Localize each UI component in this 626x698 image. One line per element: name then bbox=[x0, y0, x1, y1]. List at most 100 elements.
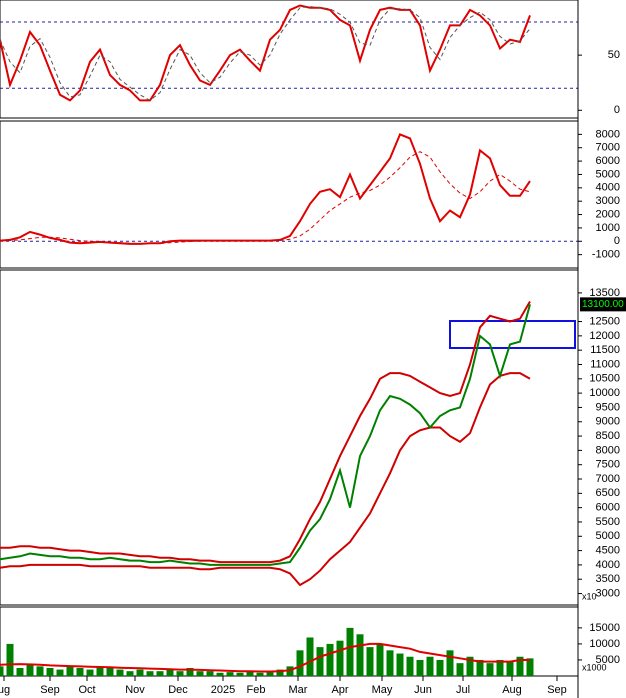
volume-bar bbox=[66, 666, 74, 676]
y-tick-label: 5000 bbox=[596, 168, 620, 180]
y-tick-label: 10000 bbox=[589, 638, 620, 650]
y-tick-label: 11500 bbox=[590, 344, 620, 356]
volume-bar bbox=[146, 671, 154, 676]
volume-bar bbox=[386, 650, 394, 676]
volume-bar bbox=[216, 672, 224, 676]
x-tick-label: 2025 bbox=[211, 684, 235, 696]
volume-bar bbox=[326, 643, 334, 676]
volume-bar bbox=[196, 671, 204, 676]
x-tick-label: ug bbox=[0, 684, 10, 696]
y-tick-label: 8000 bbox=[596, 128, 620, 140]
volume-bar bbox=[176, 671, 184, 676]
x-tick-label: Oct bbox=[78, 684, 95, 696]
series-line bbox=[0, 642, 530, 673]
volume-bar bbox=[376, 643, 384, 676]
volume-bar bbox=[416, 659, 424, 676]
y-tick-label: 2000 bbox=[596, 208, 620, 220]
y-tick-label: 6000 bbox=[596, 155, 620, 167]
series-line bbox=[0, 4, 531, 102]
volume-bar bbox=[136, 669, 144, 676]
y-tick-label: 6000 bbox=[596, 502, 620, 514]
y-tick-label: 8500 bbox=[596, 430, 620, 442]
volume-bar bbox=[366, 647, 374, 676]
volume-bar bbox=[16, 667, 24, 676]
series-line bbox=[0, 6, 531, 101]
y-tick-label: 8000 bbox=[596, 444, 620, 456]
unit-label: x10 bbox=[582, 591, 597, 601]
y-tick-label: 3500 bbox=[596, 573, 620, 585]
volume-bar bbox=[226, 672, 234, 676]
y-tick-label: 4500 bbox=[596, 545, 620, 557]
panel-frame bbox=[0, 120, 579, 269]
volume-bar bbox=[236, 672, 244, 676]
volume-bar bbox=[166, 669, 174, 676]
y-tick-label: 10000 bbox=[589, 387, 620, 399]
series-line bbox=[0, 151, 531, 244]
x-tick-label: Jul bbox=[456, 684, 470, 696]
volume-bar bbox=[96, 666, 104, 676]
volume-bar bbox=[56, 669, 64, 676]
y-tick-label: 5000 bbox=[596, 530, 620, 542]
panel-frame bbox=[0, 0, 579, 119]
last-price-label: 13100.00 bbox=[582, 299, 624, 310]
volume-bar bbox=[356, 634, 364, 676]
y-tick-label: 50 bbox=[608, 49, 620, 61]
y-tick-label: 10500 bbox=[589, 373, 620, 385]
y-tick-label: 12500 bbox=[589, 315, 620, 327]
volume-bar bbox=[506, 661, 514, 676]
volume-bar bbox=[86, 669, 94, 676]
volume-bar bbox=[156, 671, 164, 676]
y-tick-label: 11000 bbox=[590, 358, 620, 370]
volume-bar bbox=[446, 650, 454, 676]
volume-bar bbox=[346, 627, 354, 676]
y-tick-label: 0 bbox=[614, 104, 620, 116]
volume-bar bbox=[406, 656, 414, 676]
volume-bar bbox=[456, 663, 464, 676]
y-tick-label: -1000 bbox=[592, 249, 620, 261]
volume-bar bbox=[206, 671, 214, 676]
volume-bar bbox=[476, 659, 484, 676]
x-tick-label: Dec bbox=[168, 684, 188, 696]
y-tick-label: 4000 bbox=[596, 559, 620, 571]
x-tick-label: Nov bbox=[125, 684, 145, 696]
volume-bar bbox=[496, 659, 504, 676]
volume-bar bbox=[516, 656, 524, 676]
volume-bar bbox=[436, 659, 444, 676]
x-tick-label: May bbox=[372, 684, 393, 696]
volume-bar bbox=[526, 658, 534, 676]
y-tick-label: 5000 bbox=[596, 654, 620, 666]
volume-bar bbox=[76, 667, 84, 676]
series-line bbox=[0, 372, 531, 587]
volume-bar bbox=[256, 672, 264, 676]
y-tick-label: 7500 bbox=[596, 459, 620, 471]
volume-bar bbox=[36, 666, 44, 676]
series-line bbox=[0, 133, 531, 245]
volume-bar bbox=[0, 666, 4, 676]
volume-bar bbox=[396, 653, 404, 676]
x-tick-label: Sep bbox=[547, 684, 567, 696]
y-tick-label: 7000 bbox=[596, 473, 620, 485]
y-tick-label: 13500 bbox=[589, 287, 620, 299]
y-tick-label: 12000 bbox=[589, 330, 620, 342]
unit-label: x1000 bbox=[582, 662, 607, 672]
y-tick-label: 7000 bbox=[596, 142, 620, 154]
y-tick-label: 6500 bbox=[596, 487, 620, 499]
volume-bar bbox=[336, 640, 344, 676]
volume-bar bbox=[296, 650, 304, 676]
x-tick-label: Apr bbox=[331, 684, 348, 696]
volume-bar bbox=[46, 667, 54, 676]
volume-bar bbox=[126, 671, 134, 676]
x-tick-label: Jun bbox=[414, 684, 432, 696]
y-tick-label: 5500 bbox=[596, 516, 620, 528]
x-tick-label: Aug bbox=[502, 684, 522, 696]
series-line bbox=[0, 304, 531, 566]
volume-bar bbox=[6, 643, 14, 676]
y-tick-label: 3000 bbox=[596, 587, 620, 599]
volume-bar bbox=[426, 656, 434, 676]
volume-bar bbox=[266, 672, 274, 676]
volume-bar bbox=[106, 667, 114, 676]
y-tick-label: 15000 bbox=[589, 622, 620, 634]
y-tick-label: 9500 bbox=[596, 401, 620, 413]
y-tick-label: 4000 bbox=[596, 182, 620, 194]
